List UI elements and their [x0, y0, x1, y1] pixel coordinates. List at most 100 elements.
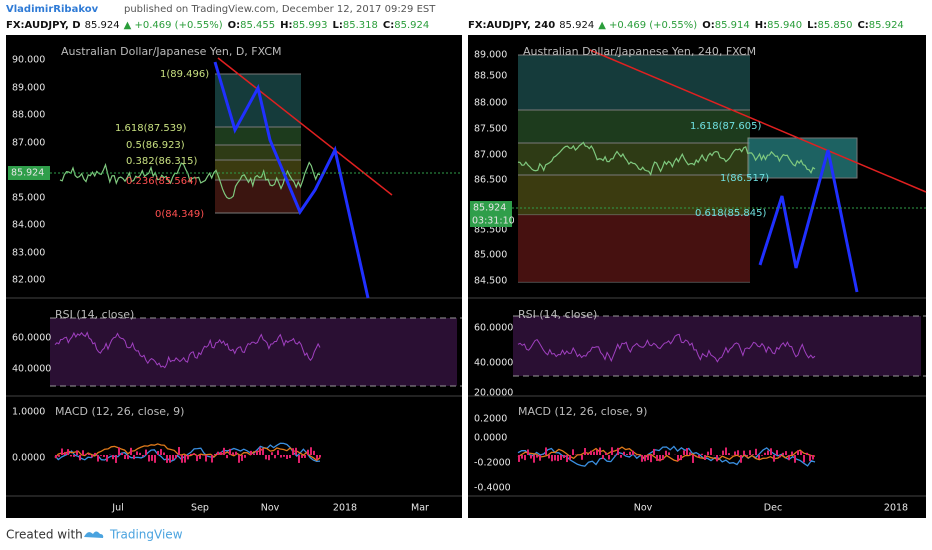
author[interactable]: VladimirRibakov	[6, 4, 99, 15]
macd-hist	[205, 455, 207, 462]
macd-hist	[746, 455, 748, 457]
macd-hist	[79, 455, 81, 461]
macd-hist	[262, 448, 264, 455]
macd-hist	[211, 455, 213, 463]
macd-hist	[133, 455, 135, 460]
macd-hist	[812, 455, 814, 460]
macd-hist	[253, 453, 255, 455]
macd-hist	[139, 452, 141, 455]
price-tick: 90.000	[12, 55, 45, 66]
macd-hist	[277, 450, 279, 455]
macd-hist	[590, 450, 592, 455]
header-high-label: H:	[280, 20, 292, 31]
price-tick: 86.500	[474, 175, 507, 186]
price-tick: 87.000	[12, 138, 45, 149]
macd-hist	[641, 455, 643, 462]
macd-hist	[232, 452, 234, 455]
chart-title: Australian Dollar/Japanese Yen, D, FXCM	[61, 45, 282, 58]
macd-hist	[560, 455, 562, 460]
macd-hist	[100, 455, 102, 456]
macd-hist	[178, 447, 180, 455]
macd-hist	[791, 451, 793, 455]
price-tick: 88.000	[474, 98, 507, 109]
macd-hist	[154, 455, 156, 463]
fib-label: 0(84.349)	[155, 209, 204, 220]
macd-hist	[656, 455, 658, 461]
header-low: 85.318	[343, 20, 378, 31]
macd-hist	[719, 455, 721, 456]
macd-hist	[620, 455, 622, 458]
macd-hist	[776, 450, 778, 455]
macd-hist	[545, 447, 547, 455]
macd-hist	[602, 455, 604, 460]
rsi-tick: 40.0000	[12, 364, 51, 375]
macd-hist	[199, 455, 201, 459]
macd-hist	[566, 455, 568, 463]
macd-hist	[665, 450, 667, 455]
macd-hist	[226, 455, 228, 459]
macd-hist	[235, 451, 237, 455]
header-high-label: H:	[755, 20, 767, 31]
macd-hist	[548, 455, 550, 459]
macd-hist	[689, 452, 691, 455]
macd-hist	[259, 447, 261, 455]
macd-hist	[536, 455, 538, 458]
macd-hist	[788, 455, 790, 461]
published: published on TradingView.com, December 1…	[124, 4, 436, 15]
header-open: 85.455	[240, 20, 275, 31]
macd-hist	[797, 450, 799, 455]
macd-hist	[223, 447, 225, 455]
macd-hist	[190, 453, 192, 455]
macd-hist	[518, 455, 520, 462]
rsi-tick: 60.0000	[12, 333, 51, 344]
trend-line	[589, 49, 927, 193]
fib-label: 1(86.517)	[720, 173, 769, 184]
header-low-label: L:	[333, 20, 343, 31]
macd-hist	[629, 451, 631, 455]
macd-label: MACD (12, 26, close, 9)	[518, 405, 647, 418]
macd-hist	[761, 455, 763, 456]
price-line	[517, 141, 816, 176]
fib-label: 1.618(87.539)	[115, 123, 187, 134]
footer-brand[interactable]: TradingView	[109, 528, 183, 542]
macd-hist	[539, 455, 541, 461]
macd-hist	[710, 448, 712, 455]
rsi-line	[54, 331, 321, 369]
macd-hist	[584, 448, 586, 455]
macd-hist	[782, 452, 784, 455]
macd-hist	[644, 455, 646, 462]
macd-hist	[271, 452, 273, 455]
macd-hist	[692, 455, 694, 463]
price-tick: 83.000	[12, 248, 45, 259]
macd-hist	[599, 447, 601, 455]
x-label: Sep	[191, 503, 209, 514]
macd-hist	[55, 455, 57, 459]
macd-hist	[187, 455, 189, 460]
last-price-box	[470, 201, 512, 215]
header-price: 85.924	[85, 20, 120, 31]
fib-band	[518, 143, 750, 175]
header-high: 85.993	[293, 20, 328, 31]
fib-band	[215, 180, 301, 213]
macd-hist	[572, 449, 574, 455]
price-tick: 88.500	[474, 71, 507, 82]
arrow	[758, 149, 859, 293]
macd-hist	[698, 455, 700, 458]
macd-hist	[130, 447, 132, 455]
macd-hist	[707, 451, 709, 455]
fib-band	[215, 127, 301, 145]
header-open-label: O:	[702, 20, 715, 31]
macd-label: MACD (12, 26, close, 9)	[55, 405, 184, 418]
rsi-label: RSI (14, close)	[55, 308, 134, 321]
x-label: Nov	[634, 503, 653, 514]
last-price: 85.924	[473, 203, 506, 214]
price-tick: 87.000	[474, 150, 507, 161]
macd-hist	[160, 449, 162, 455]
header-close: 85.924	[394, 20, 429, 31]
macd-hist	[301, 455, 303, 458]
macd-hist	[677, 455, 679, 461]
macd-hist	[743, 450, 745, 455]
macd-hist	[596, 449, 598, 455]
macd-hist	[157, 451, 159, 455]
header-close: 85.924	[869, 20, 904, 31]
